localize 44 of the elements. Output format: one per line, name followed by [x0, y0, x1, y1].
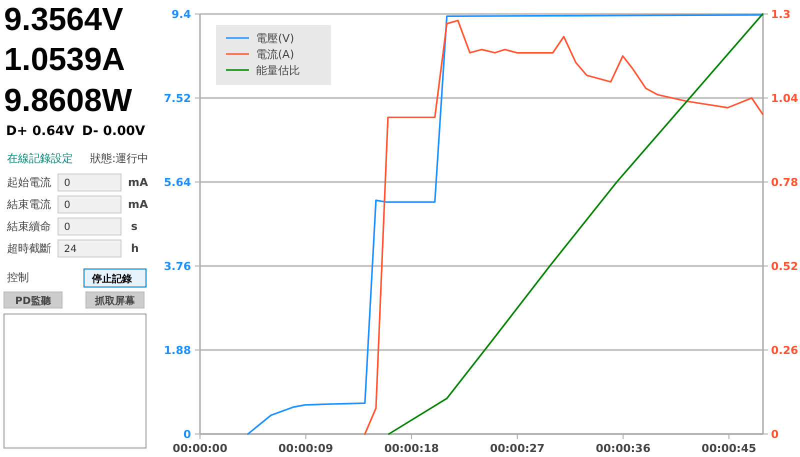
- y-tick-label: 7.52: [164, 92, 191, 105]
- legend-label: 電流(A): [256, 48, 294, 61]
- y2-tick-label: 1.04: [771, 92, 798, 105]
- text: 9.8608W: [4, 82, 133, 118]
- y2-tick-label: 1.3: [771, 8, 790, 21]
- x-tick-label: 00:00:09: [278, 442, 334, 455]
- text: 24: [64, 244, 77, 255]
- text: 在線記錄設定: [7, 152, 73, 165]
- text: 狀態:運行中: [90, 152, 149, 165]
- text: s: [131, 220, 138, 233]
- text: h: [131, 242, 139, 255]
- text: PD監聽: [15, 295, 52, 307]
- text: 0: [64, 200, 70, 211]
- text: mA: [128, 198, 148, 211]
- y-tick-label: 0: [183, 428, 192, 441]
- y-tick-label: 1.88: [164, 344, 191, 357]
- text: 結束電流: [6, 198, 51, 211]
- text: 停止記錄: [91, 273, 132, 285]
- text: 抓取屏幕: [94, 295, 136, 307]
- x-tick-label: 00:00:45: [702, 442, 756, 455]
- y-tick-label: 3.76: [164, 260, 192, 273]
- text: mA: [128, 176, 148, 189]
- text: 結束續命: [6, 220, 51, 233]
- text: D+ 0.64V: [6, 124, 74, 139]
- y-tick-label: 9.4: [172, 8, 192, 21]
- y2-tick-label: 0.52: [771, 260, 798, 273]
- text: D- 0.00V: [82, 124, 146, 139]
- legend-label: 能量估比: [256, 64, 300, 77]
- y2-tick-label: 0: [771, 428, 779, 441]
- text: 控制: [7, 271, 29, 284]
- x-tick-label: 00:00:36: [596, 442, 651, 455]
- y2-tick-label: 0.78: [771, 176, 798, 189]
- text: 起始電流: [7, 176, 51, 189]
- x-tick-label: 00:00:18: [384, 442, 439, 455]
- legend-label: 電壓(V): [256, 32, 294, 45]
- text: 1.0539A: [4, 41, 125, 77]
- text: 超時截斷: [7, 242, 51, 255]
- y2-tick-label: 0.26: [771, 344, 798, 357]
- x-tick-label: 00:00:27: [490, 442, 545, 455]
- y-tick-label: 5.64: [164, 176, 192, 189]
- x-tick-label: 00:00:00: [172, 442, 228, 455]
- text: 0: [64, 222, 70, 233]
- text: 9.3564V: [4, 1, 124, 37]
- text: 0: [64, 178, 70, 189]
